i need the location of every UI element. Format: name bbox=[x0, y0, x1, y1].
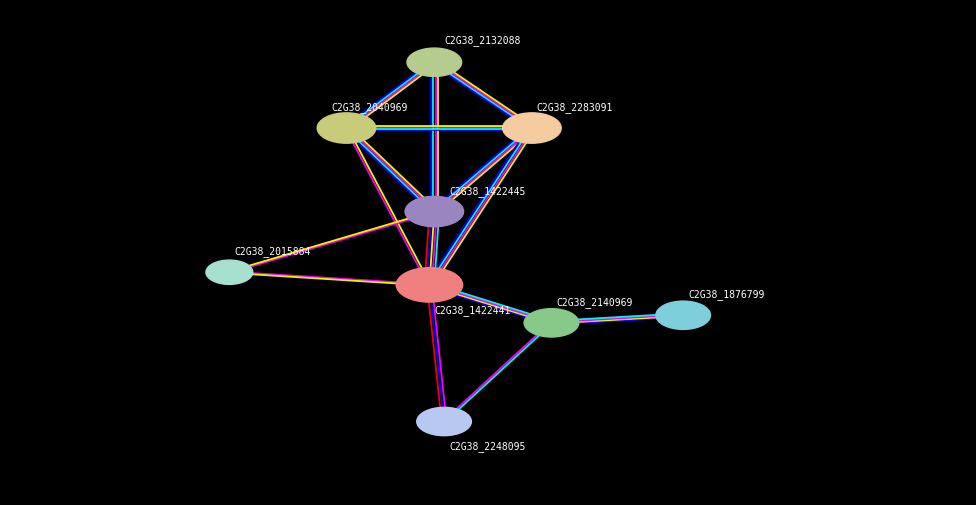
Circle shape bbox=[317, 114, 376, 144]
Circle shape bbox=[396, 268, 463, 302]
Circle shape bbox=[405, 197, 464, 227]
Circle shape bbox=[407, 49, 462, 77]
Text: C2G38_1422445: C2G38_1422445 bbox=[449, 185, 525, 196]
Circle shape bbox=[206, 261, 253, 285]
Text: C2G38_2283091: C2G38_2283091 bbox=[537, 102, 613, 113]
Circle shape bbox=[524, 309, 579, 337]
Text: C2G38_1422441: C2G38_1422441 bbox=[434, 304, 510, 315]
Circle shape bbox=[503, 114, 561, 144]
Text: C2G38_1876799: C2G38_1876799 bbox=[688, 289, 764, 300]
Circle shape bbox=[656, 301, 711, 330]
Circle shape bbox=[417, 408, 471, 436]
Text: C2G38_2040969: C2G38_2040969 bbox=[332, 102, 408, 113]
Text: C2G38_2132088: C2G38_2132088 bbox=[444, 35, 520, 46]
Text: C2G38_2140969: C2G38_2140969 bbox=[556, 296, 632, 308]
Text: C2G38_2248095: C2G38_2248095 bbox=[449, 440, 525, 451]
Text: C2G38_2015884: C2G38_2015884 bbox=[234, 246, 310, 257]
